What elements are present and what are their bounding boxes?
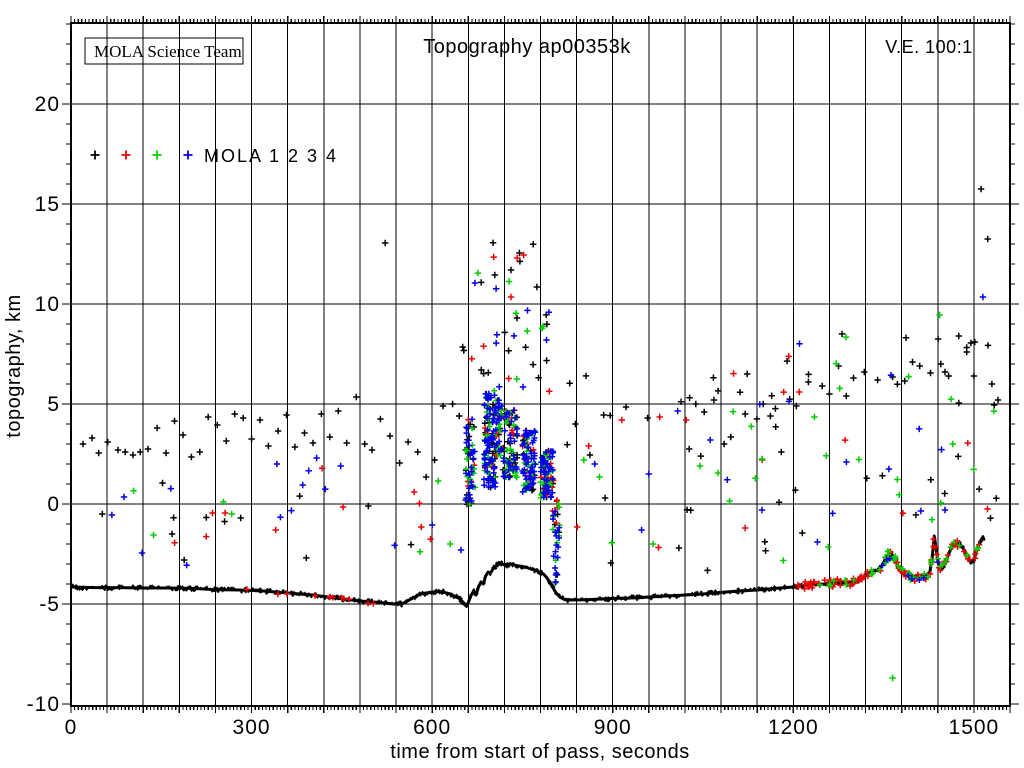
tick-labels-layer: 0 300 600 900 1200 1500 -10 -5 0 5 10 15 20 xyxy=(27,93,1000,739)
legend-label: MOLA 1 2 3 4 xyxy=(204,146,338,166)
y-tick-label: 0 xyxy=(47,493,60,516)
page-title: Topography ap00353k xyxy=(423,36,631,58)
legend-marker-mola-3 xyxy=(152,150,162,160)
x-axis-title: time from start of pass, seconds xyxy=(390,741,689,763)
ground-track-line xyxy=(70,534,986,608)
scatter-data-layer xyxy=(70,185,1002,682)
scatter-points-r xyxy=(171,251,991,607)
y-tick-label: 10 xyxy=(35,293,60,316)
credit-text: MOLA Science Team xyxy=(94,42,242,61)
ground-track-speckle xyxy=(70,535,986,608)
y-tick-label: 5 xyxy=(47,393,60,416)
legend: MOLA 1 2 3 4 xyxy=(90,146,338,166)
x-tick-label: 900 xyxy=(594,716,632,739)
y-tick-label: -10 xyxy=(27,693,60,716)
x-tick-label: 1500 xyxy=(949,716,1000,739)
y-tick-label: 20 xyxy=(35,93,60,116)
annotations-layer: MOLA Science Team Topography ap00353k V.… xyxy=(3,36,972,763)
legend-marker-mola-2 xyxy=(121,150,131,160)
grid-layer xyxy=(71,23,1010,706)
axes-frame-layer xyxy=(62,16,1019,713)
x-tick-label: 600 xyxy=(413,716,451,739)
y-axis-title: topography, km xyxy=(3,294,25,437)
y-tick-label: -5 xyxy=(39,593,60,616)
scatter-points-b xyxy=(108,279,987,586)
credit-box xyxy=(84,37,244,65)
vertical-exaggeration-label: V.E. 100:1 xyxy=(885,37,972,57)
legend-marker-mola-1 xyxy=(90,150,100,160)
x-tick-label: 0 xyxy=(65,716,78,739)
legend-marker-mola-4 xyxy=(183,150,193,160)
x-tick-label: 1200 xyxy=(768,716,819,739)
legend-markers xyxy=(90,150,193,160)
x-tick-label: 300 xyxy=(233,716,271,739)
y-tick-label: 15 xyxy=(35,193,60,216)
